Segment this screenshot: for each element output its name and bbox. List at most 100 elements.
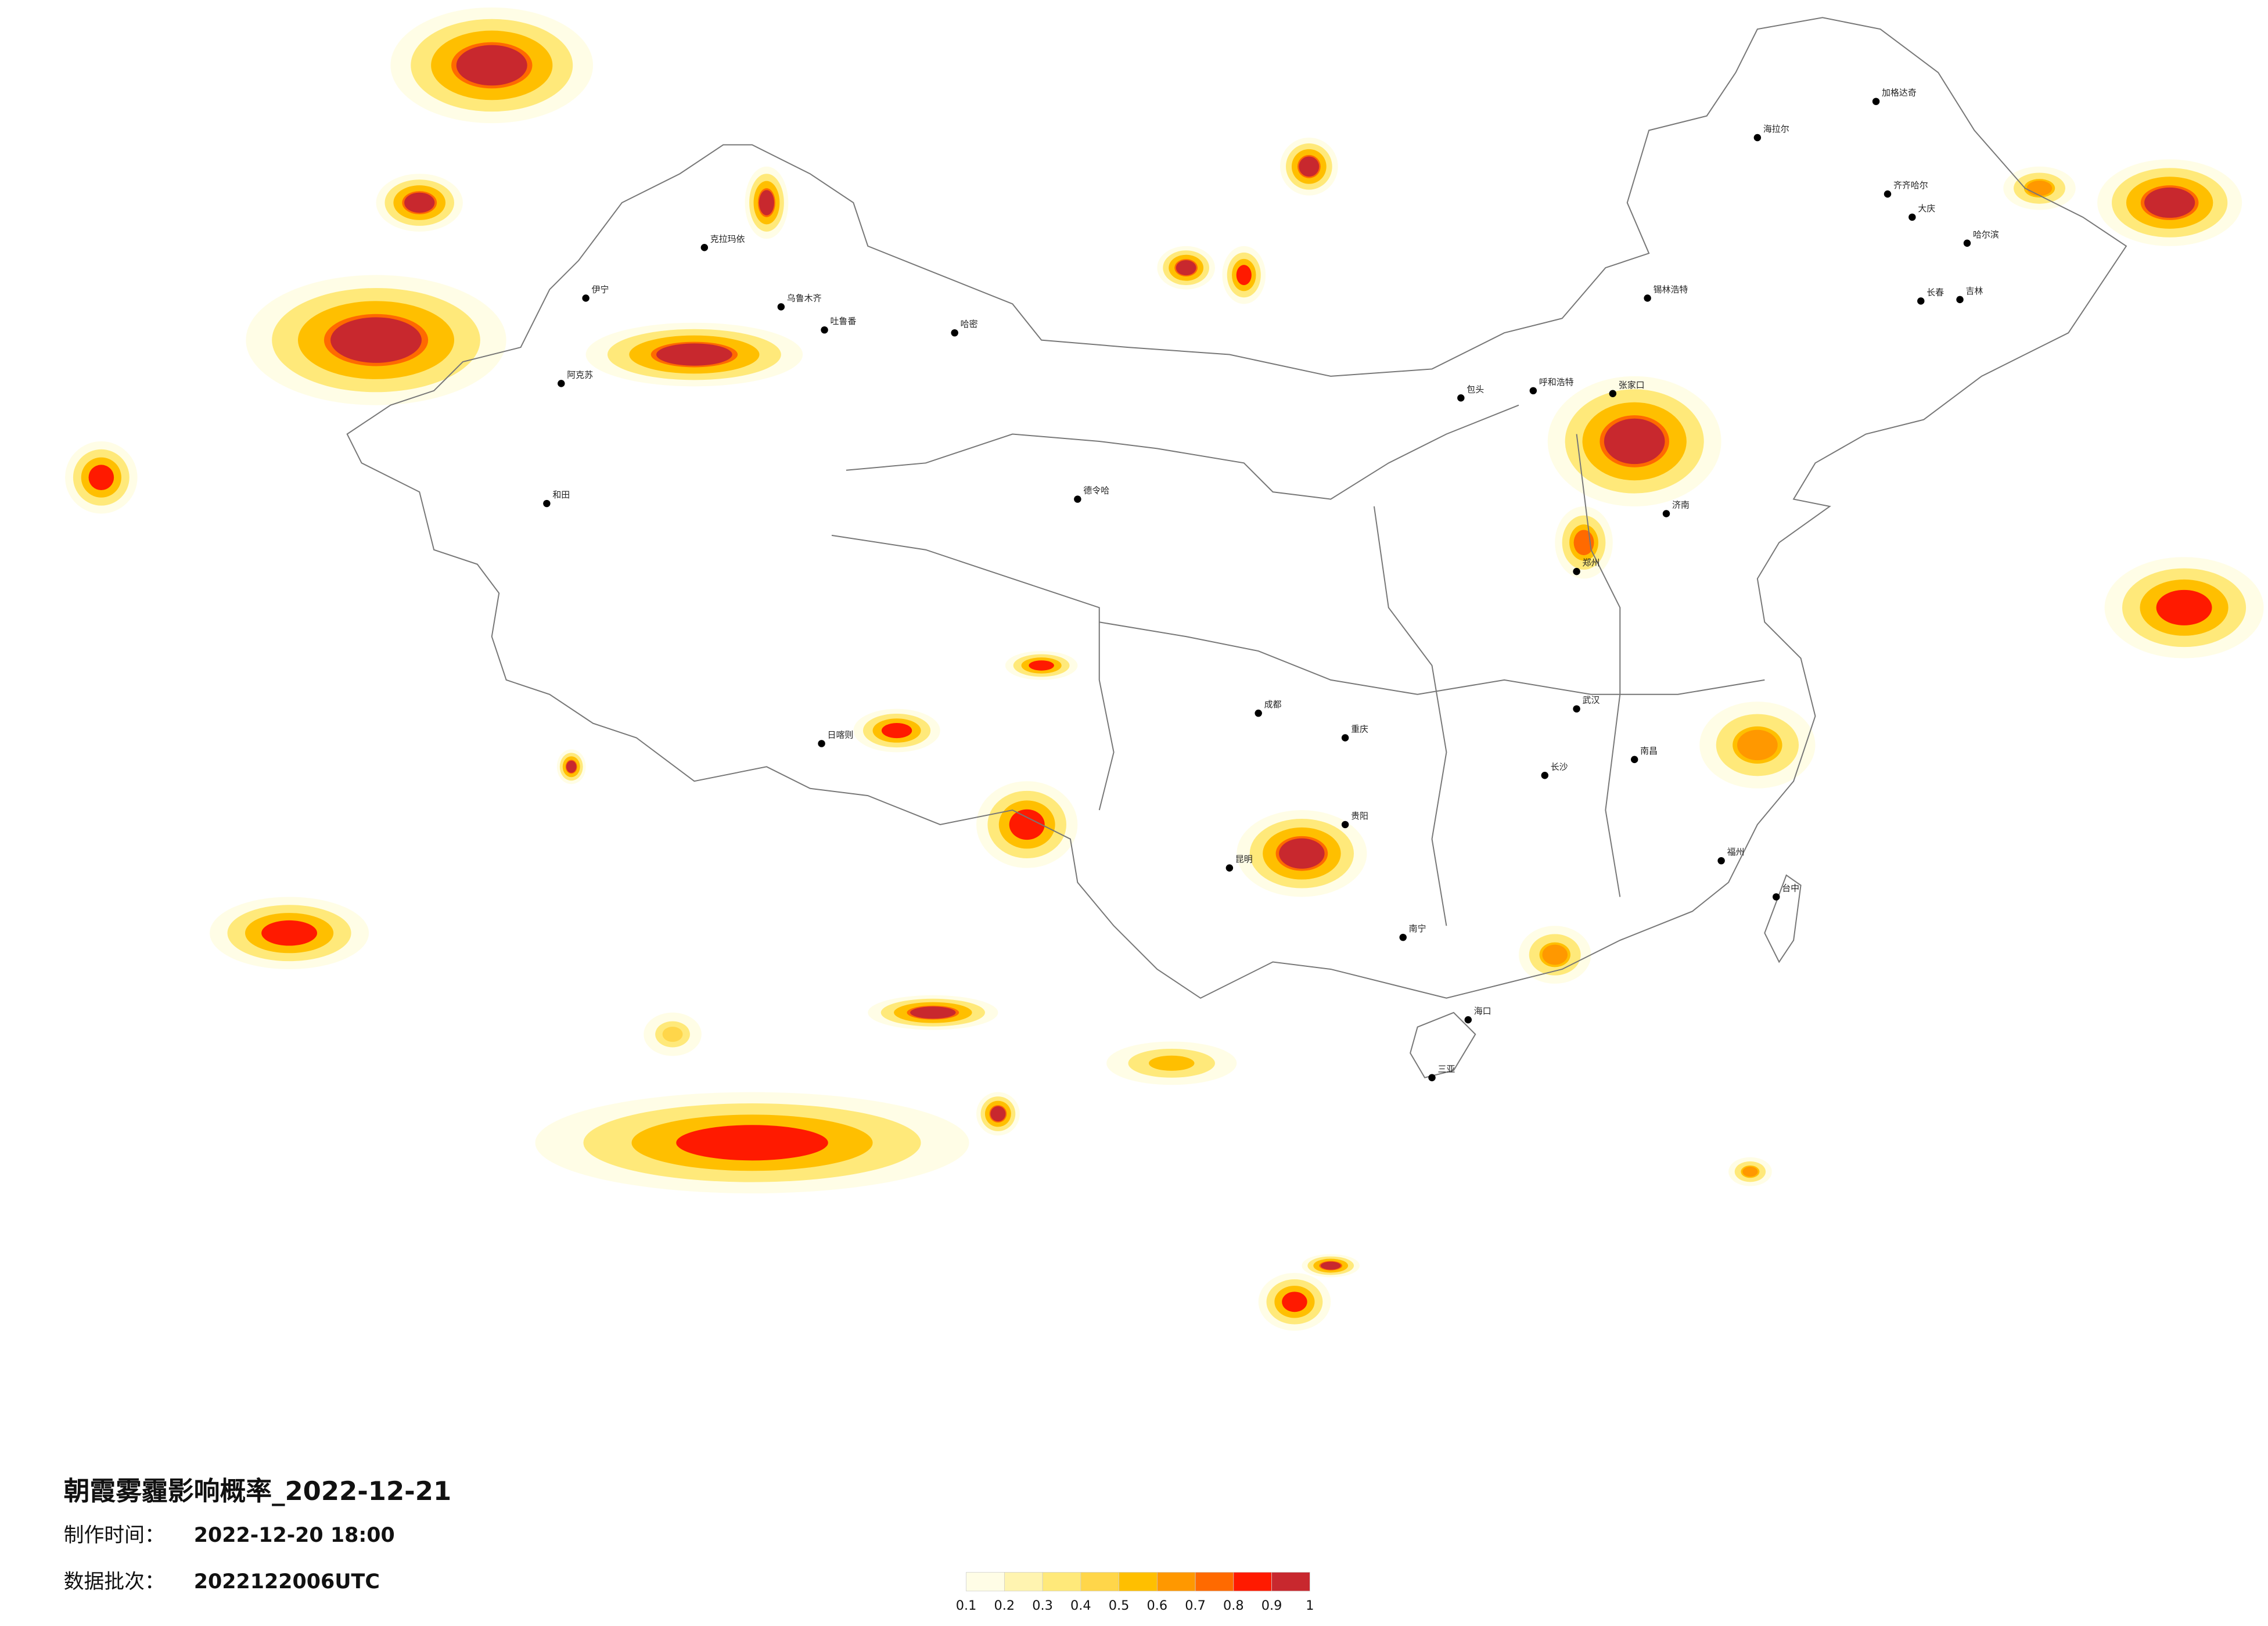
haze-core <box>1149 1055 1195 1071</box>
city-label: 锡林浩特 <box>1654 284 1688 294</box>
haze-core <box>676 1125 828 1161</box>
city-dot <box>1956 296 1964 304</box>
haze-core <box>456 45 527 86</box>
haze-core <box>2156 589 2212 625</box>
city-dot <box>1872 98 1880 105</box>
legend-tick: 0.8 <box>1223 1598 1244 1613</box>
city-dot <box>700 244 709 251</box>
legend-tick: 0.4 <box>1070 1598 1091 1613</box>
haze-core <box>566 760 577 773</box>
city-dot <box>1428 1074 1436 1081</box>
city-label: 南昌 <box>1640 746 1658 756</box>
city-label: 吉林 <box>1965 286 1983 296</box>
city-dot <box>1457 394 1465 402</box>
haze-core <box>759 190 775 215</box>
legend-tick: 0.5 <box>1109 1598 1130 1613</box>
city-label: 南宁 <box>1409 923 1426 934</box>
city-label: 哈密 <box>961 319 978 329</box>
haze-core <box>1737 729 1778 761</box>
city-label: 长春 <box>1926 287 1944 297</box>
legend-tick: 0.7 <box>1185 1598 1206 1613</box>
haze-core <box>1320 1261 1341 1270</box>
haze-core <box>1542 944 1568 965</box>
city-dot <box>1884 190 1892 198</box>
legend-swatch <box>1195 1572 1234 1592</box>
haze-core <box>1029 660 1054 671</box>
city-dot <box>1773 893 1780 901</box>
haze-core <box>330 317 422 363</box>
haze-core <box>404 192 435 213</box>
china-outline <box>346 17 2127 999</box>
city-label: 克拉玛依 <box>710 233 745 244</box>
city-dot <box>821 326 828 334</box>
haze-core <box>1009 809 1045 840</box>
haze-core <box>261 920 318 946</box>
batch: 2022122006UTC <box>194 1570 380 1593</box>
city-label: 郑州 <box>1583 557 1600 568</box>
city-dot <box>1644 294 1651 302</box>
city-label: 张家口 <box>1619 380 1645 390</box>
city-label: 重庆 <box>1351 724 1368 735</box>
city-label: 武汉 <box>1583 695 1600 706</box>
legend-tick: 0.2 <box>994 1598 1015 1613</box>
city-label: 海拉尔 <box>1763 124 1789 134</box>
legend-swatch <box>1119 1572 1158 1592</box>
city-label: 包头 <box>1467 384 1484 394</box>
city-label: 日喀则 <box>828 729 854 740</box>
legend-swatch <box>1004 1572 1043 1592</box>
legend-swatch <box>1156 1572 1196 1592</box>
legend: 0.1 0.2 0.3 0.4 0.5 0.6 0.7 0.8 0.9 1 <box>956 1572 1314 1613</box>
city-label: 贵阳 <box>1351 811 1368 821</box>
city-dot <box>1717 857 1725 865</box>
city-dot <box>1908 213 1916 221</box>
haze-core <box>1573 530 1594 556</box>
city-label: 呼和浩特 <box>1539 377 1574 387</box>
legend-tick: 0.6 <box>1147 1598 1168 1613</box>
haze-core <box>1299 156 1320 177</box>
city-dot <box>1464 1016 1472 1024</box>
legend-tick: 0.1 <box>956 1598 977 1613</box>
haze-core <box>1279 838 1325 869</box>
city-dot <box>1529 387 1537 395</box>
city-dot <box>1609 390 1617 398</box>
city-label: 济南 <box>1672 500 1690 510</box>
city-label: 成都 <box>1264 699 1282 710</box>
city-label: 加格达奇 <box>1882 88 1917 98</box>
city-label: 和田 <box>552 490 570 500</box>
city-dot <box>543 499 551 508</box>
haze-core <box>990 1106 1006 1122</box>
haze-core <box>2026 181 2053 196</box>
city-dot <box>1341 734 1349 742</box>
city-dot <box>1399 933 1407 941</box>
city-dot <box>1225 864 1234 872</box>
haze-core <box>881 722 912 739</box>
city-dot <box>1341 821 1349 829</box>
legend-tick: 1 <box>1306 1598 1314 1613</box>
city-dot <box>1662 510 1670 517</box>
made-label: 制作时间： <box>64 1524 165 1547</box>
city-label: 福州 <box>1727 847 1745 857</box>
city-dot <box>1917 297 1925 305</box>
legend-tick: 0.3 <box>1032 1598 1053 1613</box>
haze-core <box>910 1006 956 1019</box>
title: 朝霞雾霾影响概率_2022-12-21 <box>64 1476 452 1506</box>
city-label: 伊宁 <box>592 284 609 294</box>
city-label: 海口 <box>1474 1006 1491 1016</box>
haze-core <box>1176 260 1196 276</box>
city-dot <box>1255 709 1262 717</box>
legend-swatch <box>966 1572 1005 1592</box>
legend-swatch <box>1271 1572 1310 1592</box>
city-dot <box>558 380 565 387</box>
city-label: 三亚 <box>1437 1064 1455 1074</box>
haze-core <box>1236 265 1252 285</box>
city-label: 德令哈 <box>1083 485 1109 496</box>
legend-swatch <box>1042 1572 1081 1592</box>
province-line <box>831 404 1765 926</box>
city-dot <box>1753 134 1762 142</box>
haze-core <box>1742 1166 1758 1177</box>
city-dot <box>1541 772 1549 779</box>
city-dot <box>1573 705 1580 713</box>
haze-core <box>656 343 732 366</box>
city-dot <box>951 329 958 337</box>
